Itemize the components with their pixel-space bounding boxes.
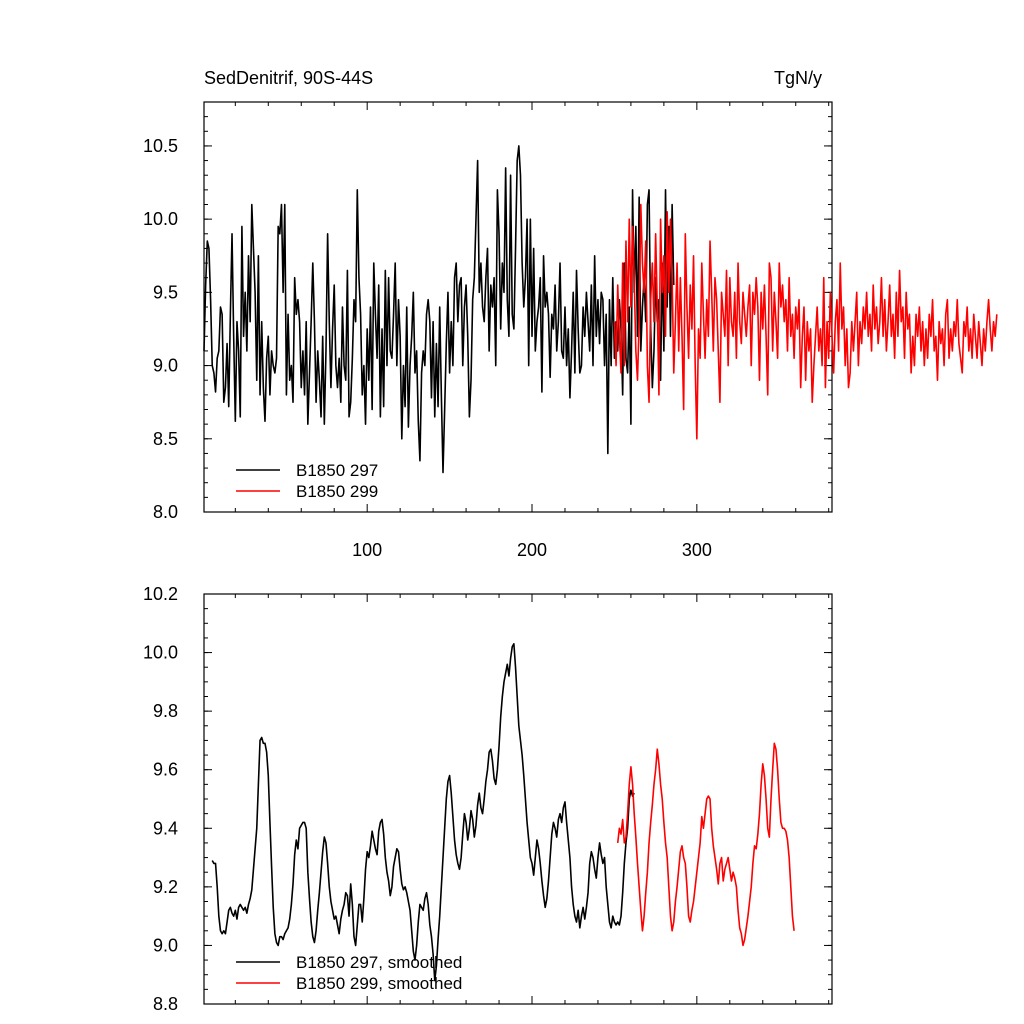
x-tick-label: 100: [352, 540, 382, 560]
bottom-axis-ticks: [204, 593, 832, 1005]
bottom-legend: B1850 297, smoothed B1850 299, smoothed: [236, 953, 462, 993]
y-tick-label: 9.0: [153, 935, 178, 955]
y-tick-label: 8.5: [153, 429, 178, 449]
y-tick-label: 9.8: [153, 701, 178, 721]
y-tick-label: 8.0: [153, 502, 178, 522]
y-tick-label: 8.8: [153, 994, 178, 1014]
series-line-b1850-297-smoothed: [211, 642, 635, 982]
legend-label-b1850-299-smoothed: B1850 299, smoothed: [296, 974, 462, 993]
top-series-group: [203, 145, 998, 474]
chart-units: TgN/y: [774, 68, 822, 88]
series-line-b1850-299: [613, 203, 998, 440]
legend-label-b1850-297-smoothed: B1850 297, smoothed: [296, 953, 462, 972]
chart-title: SedDenitrif, 90S-44S: [204, 68, 373, 88]
series-line-b1850-297: [203, 145, 675, 474]
y-tick-label: 9.0: [153, 356, 178, 376]
y-tick-label: 10.0: [143, 643, 178, 663]
y-tick-label: 9.4: [153, 818, 178, 838]
bottom-plot-frame: [203, 593, 833, 1005]
top-y-tick-labels: 8.0 8.5 9.0 9.5 10.0 10.5: [143, 136, 178, 522]
x-tick-label: 200: [517, 540, 547, 560]
top-legend: B1850 297 B1850 299: [236, 461, 378, 501]
top-x-tick-labels: 100 200 300: [352, 540, 712, 560]
y-tick-label: 9.2: [153, 877, 178, 897]
bottom-series-group: [211, 642, 795, 982]
legend-label-b1850-299: B1850 299: [296, 482, 378, 501]
y-tick-label: 9.6: [153, 760, 178, 780]
y-tick-label: 9.5: [153, 282, 178, 302]
series-line-b1850-299-smoothed: [616, 742, 795, 947]
y-tick-label: 10.5: [143, 136, 178, 156]
y-tick-label: 10.0: [143, 209, 178, 229]
y-tick-label: 10.2: [143, 584, 178, 604]
legend-label-b1850-297: B1850 297: [296, 461, 378, 480]
bottom-panel: 8.8 9.0 9.2 9.4 9.6 9.8 10.0 10.2 B1850 297, sm…: [143, 584, 833, 1014]
bottom-y-tick-labels: 8.8 9.0 9.2 9.4 9.6 9.8 10.0 10.2: [143, 584, 178, 1014]
x-tick-label: 300: [682, 540, 712, 560]
top-panel: SedDenitrif, 90S-44S TgN/y 8.0 8.5 9.0 9.5 1…: [143, 68, 998, 560]
